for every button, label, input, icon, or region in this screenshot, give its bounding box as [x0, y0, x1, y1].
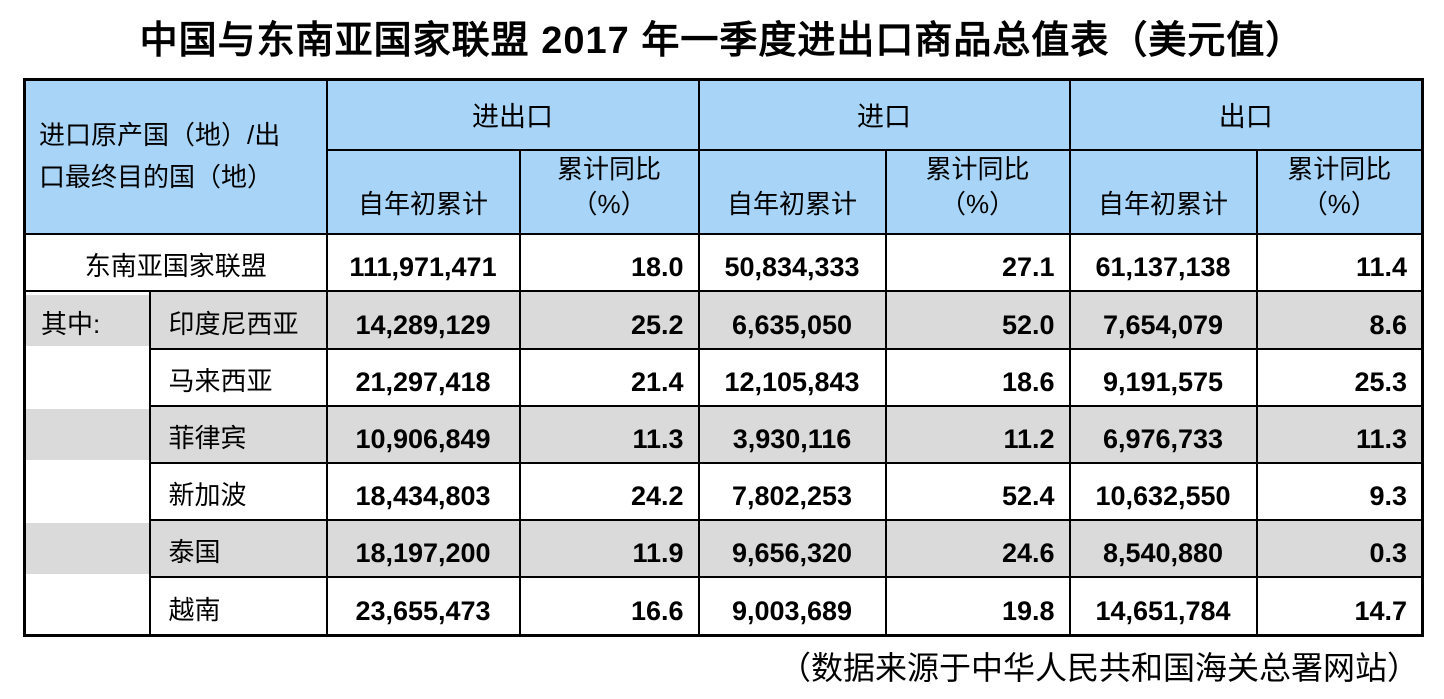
value-cell: 111,971,471: [325, 232, 521, 292]
page-title: 中国与东南亚国家联盟 2017 年一季度进出口商品总值表（美元值）: [139, 20, 1305, 62]
among-which-cell: [23, 405, 150, 463]
row-label-country: 泰国: [148, 518, 328, 578]
value-cell: 8,540,880: [1068, 518, 1258, 578]
row-label-asean: 东南亚国家联盟: [23, 232, 328, 292]
value-cell: 16.6: [518, 575, 700, 636]
value-cell: 11.4: [1255, 232, 1424, 292]
value-cell: 61,137,138: [1068, 232, 1258, 292]
value-cell: 11.3: [518, 404, 700, 464]
value-cell: 52.0: [884, 289, 1071, 350]
value-cell: 24.2: [518, 461, 700, 521]
header-import-cumulative: 自年初累计: [697, 148, 887, 235]
value-cell: 14.7: [1255, 575, 1424, 636]
table-row-philippines: 菲律宾 10,906,849 11.3 3,930,116 11.2 6,976…: [23, 404, 1424, 464]
value-cell: 25.3: [1255, 347, 1424, 407]
row-label-country: 越南: [148, 575, 328, 636]
table-row-asean-total: 东南亚国家联盟 111,971,471 18.0 50,834,333 27.1…: [23, 232, 1424, 292]
value-cell: 14,289,129: [325, 289, 521, 350]
value-cell: 24.6: [884, 518, 1071, 578]
value-cell: 7,654,079: [1068, 289, 1258, 350]
row-label-country: 印度尼西亚: [148, 289, 328, 350]
among-which-label: 其中:: [26, 294, 149, 346]
among-which-cell: 其中:: [23, 289, 150, 349]
value-cell: 10,906,849: [325, 404, 521, 464]
value-cell: 12,105,843: [697, 347, 887, 407]
header-group-export: 出口: [1068, 78, 1424, 151]
value-cell: 9.3: [1255, 461, 1424, 521]
value-cell: 25.2: [518, 289, 700, 350]
value-cell: 6,976,733: [1068, 404, 1258, 464]
table-row-singapore: 新加波 18,434,803 24.2 7,802,253 52.4 10,63…: [23, 461, 1424, 521]
value-cell: 0.3: [1255, 518, 1424, 578]
value-cell: 18,197,200: [325, 518, 521, 578]
header-row-groups: 进口原产国（地）/出 口最终目的国（地） 进出口 进口 出口: [23, 78, 1424, 235]
value-cell: 14,651,784: [1068, 575, 1258, 636]
value-cell: 6,635,050: [697, 289, 887, 350]
value-cell: 10,632,550: [1068, 461, 1258, 521]
data-source-note: （数据来源于中华人民共和国海关总署网站）: [778, 649, 1419, 686]
table-row-indonesia: 其中: 印度尼西亚 14,289,129 25.2 6,635,050 52.0…: [23, 289, 1424, 350]
header-ie-cumulative: 自年初累计: [325, 148, 521, 235]
among-which-cell: [23, 519, 150, 577]
value-cell: 9,003,689: [697, 575, 887, 636]
value-cell: 11.2: [884, 404, 1071, 464]
value-cell: 8.6: [1255, 289, 1424, 350]
trade-table: 进口原产国（地）/出 口最终目的国（地） 进出口 进口 出口 自年初累计 累计同…: [23, 78, 1425, 637]
among-which-cell: [23, 348, 150, 406]
row-label-country: 新加波: [148, 461, 328, 521]
value-cell: 18,434,803: [325, 461, 521, 521]
row-label-country: 菲律宾: [148, 404, 328, 464]
header-export-yoy: 累计同比 （%）: [1255, 148, 1424, 235]
table-row-thailand: 泰国 18,197,200 11.9 9,656,320 24.6 8,540,…: [23, 518, 1424, 578]
value-cell: 7,802,253: [697, 461, 887, 521]
value-cell: 50,834,333: [697, 232, 887, 292]
header-ie-yoy: 累计同比 （%）: [518, 148, 700, 235]
header-country-column: 进口原产国（地）/出 口最终目的国（地）: [23, 78, 328, 235]
among-which-cell: [23, 576, 150, 635]
value-cell: 3,930,116: [697, 404, 887, 464]
value-cell: 19.8: [884, 575, 1071, 636]
header-group-import: 进口: [697, 78, 1071, 151]
among-which-cell: [23, 462, 150, 520]
value-cell: 9,656,320: [697, 518, 887, 578]
header-export-cumulative: 自年初累计: [1068, 148, 1258, 235]
value-cell: 21.4: [518, 347, 700, 407]
value-cell: 27.1: [884, 232, 1071, 292]
header-group-import-export: 进出口: [325, 78, 700, 151]
value-cell: 23,655,473: [325, 575, 521, 636]
value-cell: 9,191,575: [1068, 347, 1258, 407]
header-row-sub: 自年初累计 累计同比 （%） 自年初累计 累计同比 （%） 自年初累计 累计同比…: [25, 148, 1424, 235]
value-cell: 52.4: [884, 461, 1071, 521]
table-row-malaysia: 马来西亚 21,297,418 21.4 12,105,843 18.6 9,1…: [23, 347, 1424, 407]
value-cell: 11.9: [518, 518, 700, 578]
header-import-yoy: 累计同比 （%）: [884, 148, 1071, 235]
value-cell: 18.6: [884, 347, 1071, 407]
value-cell: 11.3: [1255, 404, 1424, 464]
table-row-vietnam: 越南 23,655,473 16.6 9,003,689 19.8 14,651…: [23, 575, 1424, 636]
value-cell: 21,297,418: [325, 347, 521, 407]
value-cell: 18.0: [518, 232, 700, 292]
row-label-country: 马来西亚: [148, 347, 328, 407]
